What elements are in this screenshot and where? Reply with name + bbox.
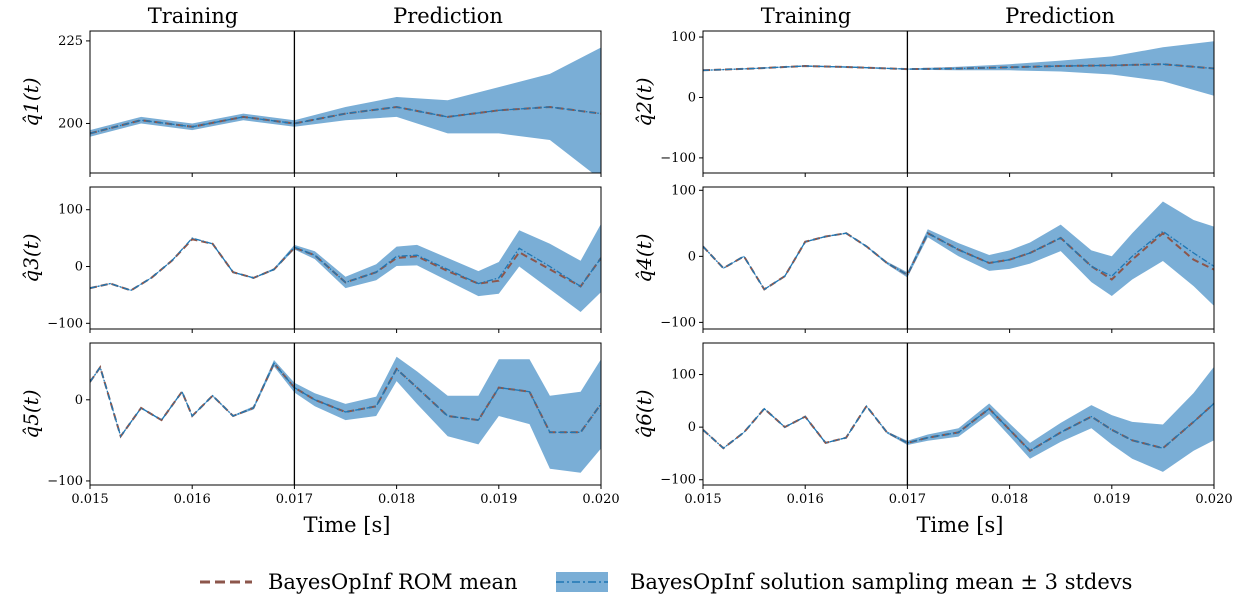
- panel-plot-area: [90, 223, 601, 312]
- x-axis-label-right: Time [s]: [917, 513, 1004, 537]
- x-tick-label: 0.020: [1195, 492, 1232, 507]
- y-tick-label: 0: [688, 420, 696, 435]
- y-tick-label: −100: [47, 474, 83, 489]
- column-header-training-right: Training: [761, 4, 852, 28]
- panel-4: −100 0 100 q̂4(t): [632, 183, 1215, 333]
- legend-rom-mean-label: BayesOpInf ROM mean: [268, 570, 518, 594]
- panel-3: −100 0 100 q̂3(t): [19, 186, 602, 333]
- y-tick-label: 200: [58, 116, 83, 131]
- y-axis-label: q̂1(t): [19, 77, 43, 126]
- sampling-mean-line: [90, 362, 601, 438]
- x-tick-label: 0.017: [276, 492, 313, 507]
- panel-plot-area: [90, 47, 601, 173]
- panel-plot-area: [703, 366, 1214, 472]
- rom-mean-line: [90, 105, 601, 135]
- sampling-mean-line: [703, 230, 1214, 291]
- x-tick-label: 0.020: [582, 492, 619, 507]
- x-tick-label: 0.019: [480, 492, 517, 507]
- sampling-mean-line: [703, 63, 1214, 71]
- x-tick-label: 0.019: [1093, 492, 1130, 507]
- panel-2: −100 0 100 q̂2(t): [632, 30, 1215, 177]
- x-tick-label: 0.016: [174, 492, 211, 507]
- y-tick-label: 100: [671, 183, 696, 198]
- panel-plot-area: [90, 356, 601, 473]
- y-axis-label: q̂4(t): [632, 233, 656, 282]
- uncertainty-band: [703, 366, 1214, 472]
- column-header-prediction-right: Prediction: [1005, 4, 1115, 28]
- panel-1: 200 225 q̂1(t): [19, 30, 602, 177]
- rom-mean-line: [703, 402, 1214, 453]
- y-axis-label: q̂2(t): [632, 77, 656, 126]
- y-tick-label: 0: [75, 260, 83, 275]
- y-tick-label: 0: [75, 393, 83, 408]
- y-tick-label: −100: [660, 473, 696, 488]
- x-tick-label: 0.015: [684, 492, 721, 507]
- y-tick-label: 100: [671, 368, 696, 383]
- y-tick-label: 0: [688, 249, 696, 264]
- y-tick-label: 100: [58, 203, 83, 218]
- panel-plot-area: [703, 201, 1214, 306]
- panel-plot-area: [703, 41, 1214, 96]
- panel-6: −100 0 100 0.015 0.016 0.017 0.018 0.019 0.020 q̂…: [632, 342, 1233, 507]
- y-tick-label: −100: [660, 315, 696, 330]
- y-tick-label: −100: [47, 316, 83, 331]
- panel-frame: [89, 30, 602, 174]
- y-tick-label: 225: [58, 34, 83, 49]
- uncertainty-band: [90, 223, 601, 312]
- uncertainty-band: [90, 356, 601, 473]
- legend: BayesOpInf ROM mean BayesOpInf solution …: [200, 570, 1132, 594]
- column-header-training-left: Training: [148, 4, 239, 28]
- x-tick-label: 0.015: [71, 492, 108, 507]
- y-tick-label: 0: [688, 90, 696, 105]
- x-tick-label: 0.017: [889, 492, 926, 507]
- y-tick-label: 100: [671, 30, 696, 45]
- y-axis-label: q̂3(t): [19, 233, 43, 282]
- legend-sampling-label: BayesOpInf solution sampling mean ± 3 st…: [630, 570, 1132, 594]
- y-axis-label: q̂6(t): [632, 389, 656, 438]
- x-tick-label: 0.018: [991, 492, 1028, 507]
- uncertainty-band: [703, 201, 1214, 306]
- subplot-grid: 200 225 q̂1(t) −100 0 100 q̂2(t) −100 0 100 q̂3(t)…: [19, 30, 1233, 507]
- y-tick-label: −100: [660, 151, 696, 166]
- x-tick-label: 0.016: [787, 492, 824, 507]
- panel-frame: [89, 186, 602, 330]
- panel-frame: [702, 30, 1215, 174]
- x-axis-label-left: Time [s]: [304, 513, 391, 537]
- legend-sampling-swatch: [556, 572, 608, 592]
- sampling-mean-line: [90, 237, 601, 292]
- sampling-mean-line: [703, 403, 1214, 452]
- uncertainty-band: [90, 47, 601, 173]
- y-axis-label: q̂5(t): [19, 389, 43, 438]
- panel-frame: [702, 186, 1215, 330]
- x-tick-label: 0.018: [378, 492, 415, 507]
- column-header-prediction-left: Prediction: [393, 4, 503, 28]
- panel-frame: [702, 342, 1215, 486]
- panel-5: −100 0 0.015 0.016 0.017 0.018 0.019 0.020 q̂5(t…: [19, 342, 620, 507]
- panel-frame: [89, 342, 602, 486]
